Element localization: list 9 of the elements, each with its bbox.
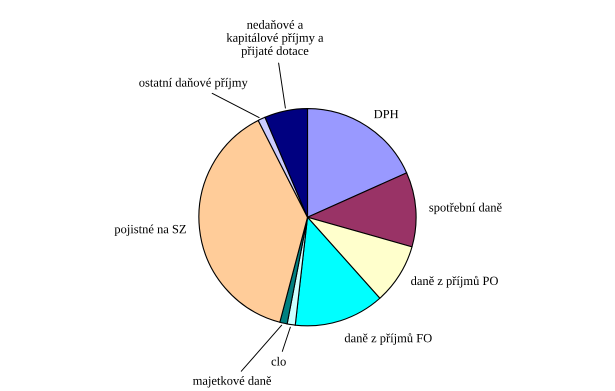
slice-label: clo [271,356,286,366]
slice-label: spotřební daně [429,202,502,214]
slice-label: DPH [374,110,398,118]
slice-label: daně z příjmů FO [344,333,432,345]
slice-label: pojistné na SZ [114,224,186,236]
slice-label: ostatní daňové příjmy [139,78,248,90]
slice-label: nedaňové a kapitálové příjmy a přijaté dotace [226,20,324,58]
slice-label: daně z příjmů PO [411,276,498,288]
slice-label: majetkové daně [192,376,272,388]
